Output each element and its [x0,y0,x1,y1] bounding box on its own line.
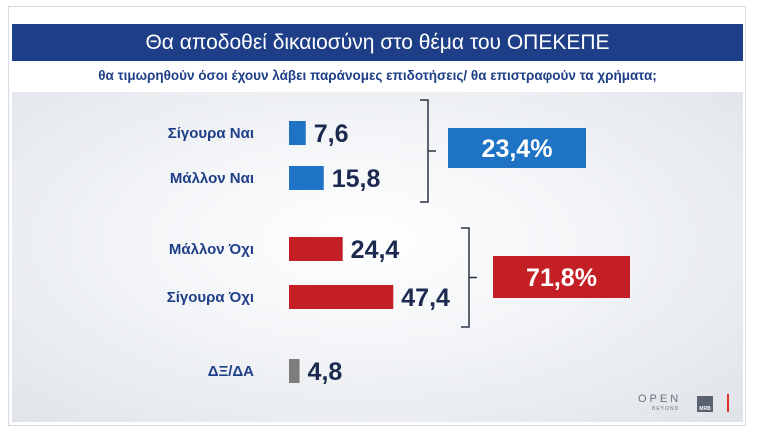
open-logo: OPEN [638,393,682,405]
category-label-1: Σίγουρα Ναι [168,125,254,142]
category-label-4: Σίγουρα Όχι [167,289,254,306]
group-bracket-2 [461,227,477,328]
value-label-1: 7,6 [314,120,349,148]
chart-title: Θα αποδοθεί δικαιοσύνη στο θέμα του ΟΠΕΚ… [12,24,743,61]
bar-1 [289,121,306,145]
value-label-2: 15,8 [332,165,381,193]
mrb-badge: MRB [697,396,713,412]
group-total-box-1 [448,128,586,168]
category-label-2: Μάλλον Ναι [170,170,254,187]
group-total-label-2: 71,8% [526,264,597,292]
group-total-label-1: 23,4% [482,135,553,163]
value-label-5: 4,8 [308,358,343,386]
bar-3 [289,237,343,261]
value-label-4: 47,4 [401,284,450,312]
bar-2 [289,166,324,190]
group-total-box-2 [493,256,630,298]
category-label-3: Μάλλον Όχι [169,241,254,258]
open-logo-sub: BEYOND [652,406,680,412]
category-label-5: ΔΞ/ΔΑ [208,363,254,380]
bar-5 [289,359,300,383]
value-label-3: 24,4 [351,236,400,264]
bar-4 [289,285,394,309]
bar-chart: Σίγουρα Ναι 7,6 Μάλλον Ναι 15,8 Μάλλον Όχι 24… [167,99,630,386]
chart-subtitle: θα τιμωρηθούν όσοι έχουν λάβει παράνομες… [98,67,657,83]
red-mark [727,394,729,412]
group-bracket-1 [420,99,436,203]
chart-panel: Σίγουρα Ναι 7,6 Μάλλον Ναι 15,8 Μάλλον Όχι 24… [12,92,743,422]
